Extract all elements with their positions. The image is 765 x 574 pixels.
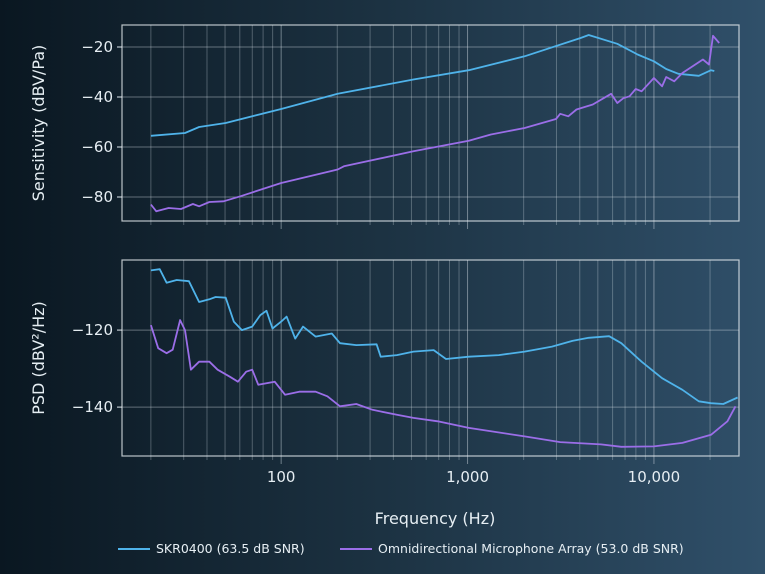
legend: SKR0400 (63.5 dB SNR) Omnidirectional Mi… [118, 541, 684, 556]
series-line-omni-array [150, 34, 720, 213]
legend-label-skr0400: SKR0400 (63.5 dB SNR) [156, 541, 305, 556]
y-tick-label: −140 [72, 398, 113, 416]
y-tick-label: −80 [81, 188, 113, 206]
series-line-skr0400 [150, 34, 715, 137]
plot-frame [121, 259, 740, 457]
y-tick-label: −120 [72, 321, 113, 339]
sensitivity-y-axis-label: Sensitivity (dBV/Pa) [29, 45, 48, 202]
legend-label-omni-array: Omnidirectional Microphone Array (53.0 d… [378, 541, 684, 556]
series-line-skr0400 [150, 268, 738, 405]
y-tick-label: −60 [81, 138, 113, 156]
x-tick-label: 10,000 [628, 468, 681, 486]
psd-plot: −120 −140 100 1,000 10,000 [72, 259, 740, 486]
x-axis-label: Frequency (Hz) [375, 509, 496, 528]
y-tick-label: −40 [81, 88, 113, 106]
y-tick-label: −20 [81, 38, 113, 56]
psd-y-axis-label: PSD (dBV²/Hz) [29, 301, 48, 415]
plot-frame [121, 24, 740, 222]
x-tick-label: 1,000 [446, 468, 489, 486]
sensitivity-plot: −20 −40 −60 −80 [81, 24, 740, 229]
series-line-omni-array [150, 319, 737, 448]
x-tick-label: 100 [267, 468, 296, 486]
